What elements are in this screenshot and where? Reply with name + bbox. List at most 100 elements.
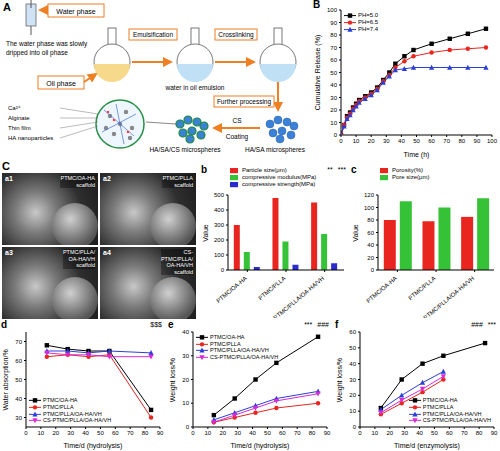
svg-text:20: 20 — [219, 430, 226, 436]
svg-text:Ca²⁺: Ca²⁺ — [8, 105, 21, 111]
svg-text:90: 90 — [324, 430, 331, 436]
svg-text:70: 70 — [15, 339, 22, 345]
svg-text:60: 60 — [349, 329, 356, 335]
svg-text:Crosslinking: Crosslinking — [218, 31, 254, 39]
svg-text:30: 30 — [330, 95, 337, 101]
svg-text:30: 30 — [383, 138, 390, 144]
svg-text:10: 10 — [182, 400, 189, 406]
svg-text:100: 100 — [327, 7, 338, 13]
svg-text:20: 20 — [349, 392, 356, 398]
svg-text:40: 40 — [349, 361, 356, 367]
svg-text:PTMC/PLLA: PTMC/PLLA — [257, 275, 286, 301]
svg-text:40: 40 — [249, 430, 256, 436]
svg-text:40: 40 — [398, 138, 405, 144]
svg-text:50: 50 — [15, 377, 22, 383]
svg-text:0: 0 — [191, 430, 195, 436]
svg-text:A: A — [8, 1, 11, 13]
svg-text:70: 70 — [443, 138, 450, 144]
svg-text:0: 0 — [371, 267, 375, 273]
svg-text:30: 30 — [15, 415, 22, 421]
svg-text:50: 50 — [264, 430, 271, 436]
svg-text:30: 30 — [182, 353, 189, 359]
svg-text:The water phase was slowly: The water phase was slowly — [8, 40, 88, 48]
svg-text:40: 40 — [15, 396, 22, 402]
svg-text:0: 0 — [358, 430, 362, 436]
svg-text:500: 500 — [214, 192, 225, 198]
svg-text:10: 10 — [349, 408, 356, 414]
svg-text:70: 70 — [294, 430, 301, 436]
svg-text:Alginate: Alginate — [8, 115, 30, 121]
svg-text:60: 60 — [112, 430, 119, 436]
svg-text:20: 20 — [386, 430, 393, 436]
svg-text:50: 50 — [431, 430, 438, 436]
svg-text:100: 100 — [487, 138, 492, 144]
svg-text:Thin film: Thin film — [8, 125, 31, 131]
svg-text:30: 30 — [234, 430, 241, 436]
svg-text:80: 80 — [330, 32, 337, 38]
svg-text:PTMC/PLLA/OA-HA/VH: PTMC/PLLA/OA-HA/VH — [422, 275, 475, 318]
svg-text:90: 90 — [491, 430, 492, 436]
svg-text:100: 100 — [364, 205, 375, 211]
svg-text:Emulsification: Emulsification — [133, 31, 173, 38]
svg-text:120: 120 — [364, 192, 375, 198]
svg-text:90: 90 — [157, 430, 164, 436]
svg-text:20: 20 — [52, 430, 59, 436]
svg-text:PTMC/PLLA/OA-HA/VH: PTMC/PLLA/OA-HA/VH — [272, 275, 325, 318]
svg-text:80: 80 — [458, 138, 465, 144]
svg-text:40: 40 — [367, 242, 374, 248]
svg-text:90: 90 — [330, 20, 337, 26]
svg-text:0: 0 — [186, 424, 190, 430]
svg-text:0: 0 — [339, 138, 343, 144]
svg-text:40: 40 — [182, 329, 189, 335]
svg-text:50: 50 — [349, 345, 356, 351]
svg-text:10: 10 — [353, 138, 360, 144]
svg-text:30: 30 — [67, 430, 74, 436]
svg-text:70: 70 — [127, 430, 134, 436]
svg-text:PTMC/PLLA: PTMC/PLLA — [407, 275, 436, 301]
svg-text:HA/SA microspheres: HA/SA microspheres — [245, 146, 306, 154]
svg-text:PTMC/OA-HA: PTMC/OA-HA — [365, 275, 398, 304]
svg-text:30: 30 — [401, 430, 408, 436]
svg-text:10: 10 — [330, 120, 337, 126]
svg-text:20: 20 — [367, 255, 374, 261]
svg-text:60: 60 — [428, 138, 435, 144]
svg-text:40: 40 — [330, 82, 337, 88]
svg-text:40: 40 — [82, 430, 89, 436]
svg-text:10: 10 — [38, 430, 45, 436]
svg-text:40: 40 — [416, 430, 423, 436]
svg-text:80: 80 — [309, 430, 316, 436]
svg-text:60: 60 — [446, 430, 453, 436]
svg-text:Water phase: Water phase — [56, 8, 96, 16]
svg-text:0: 0 — [334, 132, 338, 138]
svg-text:20: 20 — [182, 377, 189, 383]
svg-text:50: 50 — [97, 430, 104, 436]
svg-text:0: 0 — [24, 430, 28, 436]
svg-text:CS: CS — [232, 117, 242, 124]
svg-text:Oil phase: Oil phase — [46, 80, 76, 88]
svg-text:100: 100 — [214, 252, 225, 258]
svg-text:10: 10 — [205, 430, 212, 436]
svg-text:20: 20 — [330, 107, 337, 113]
svg-text:80: 80 — [367, 217, 374, 223]
svg-text:20: 20 — [368, 138, 375, 144]
svg-text:Further processing: Further processing — [217, 98, 272, 106]
svg-text:90: 90 — [474, 138, 481, 144]
svg-text:50: 50 — [330, 70, 337, 76]
svg-text:Coating: Coating — [226, 133, 249, 141]
svg-text:300: 300 — [214, 222, 225, 228]
svg-text:water in oil emulsion: water in oil emulsion — [165, 84, 225, 91]
svg-text:200: 200 — [214, 237, 225, 243]
svg-text:dripped into oil phase: dripped into oil phase — [8, 49, 68, 57]
svg-text:70: 70 — [461, 430, 468, 436]
svg-text:60: 60 — [279, 430, 286, 436]
svg-text:HA nanoparticles: HA nanoparticles — [8, 135, 53, 141]
svg-text:0: 0 — [221, 267, 225, 273]
svg-text:60: 60 — [367, 230, 374, 236]
svg-text:HA/SA/CS microspheres: HA/SA/CS microspheres — [149, 146, 221, 154]
svg-text:80: 80 — [476, 430, 483, 436]
svg-text:30: 30 — [349, 377, 356, 383]
svg-text:0: 0 — [353, 424, 357, 430]
svg-text:PTMC/OA-HA: PTMC/OA-HA — [215, 275, 248, 304]
svg-text:80: 80 — [142, 430, 149, 436]
svg-text:50: 50 — [413, 138, 420, 144]
